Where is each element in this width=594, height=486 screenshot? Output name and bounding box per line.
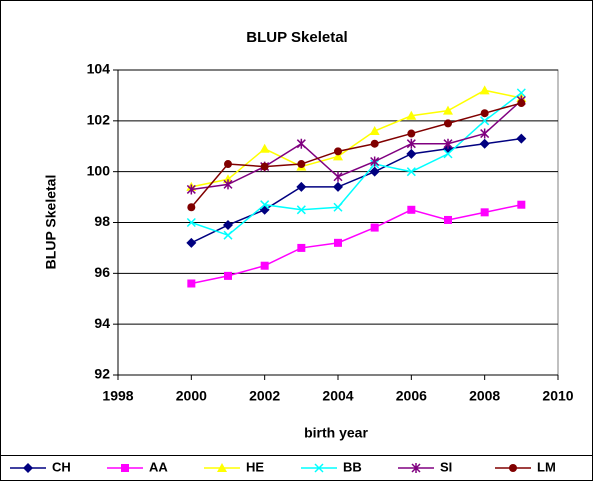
marker [121, 464, 129, 472]
x-tick-label: 2010 [542, 388, 573, 404]
marker [297, 160, 306, 169]
marker [517, 200, 526, 209]
marker [297, 243, 306, 252]
marker [407, 129, 416, 138]
marker [369, 166, 380, 177]
y-tick-label: 104 [87, 61, 111, 77]
marker [23, 463, 33, 473]
y-tick-label: 98 [94, 213, 110, 229]
series-line [191, 89, 522, 188]
marker [314, 463, 324, 473]
marker [444, 119, 452, 128]
marker [224, 160, 232, 169]
y-tick-label: 94 [94, 315, 110, 331]
marker [407, 205, 416, 214]
legend-label: CH [52, 459, 71, 474]
marker [186, 184, 196, 195]
marker [444, 215, 452, 224]
marker [333, 171, 343, 182]
legend-label: LM [537, 459, 556, 474]
chart-title: BLUP Skeletal [246, 29, 347, 46]
marker [333, 181, 343, 192]
marker [480, 208, 489, 217]
x-tick-label: 2008 [469, 388, 500, 404]
marker [480, 109, 489, 118]
marker [479, 85, 490, 95]
x-axis-label: birth year [304, 425, 368, 441]
marker [296, 138, 306, 149]
marker [260, 261, 269, 270]
series-line [190, 102, 522, 208]
y-axis-label: BLUP Skeletal [43, 175, 59, 270]
marker [217, 463, 227, 472]
series-line [191, 137, 522, 244]
marker [443, 105, 453, 115]
x-tick-label: 2002 [249, 388, 280, 404]
marker [516, 133, 527, 144]
marker [186, 237, 197, 248]
marker [186, 217, 196, 228]
marker [406, 138, 416, 149]
y-tick-label: 92 [94, 366, 110, 382]
marker [480, 116, 490, 126]
marker [259, 143, 270, 153]
marker [370, 139, 379, 148]
marker [187, 279, 196, 288]
series-line [191, 99, 522, 191]
marker [223, 220, 233, 231]
legend-label: HE [246, 459, 264, 474]
y-tick-label: 102 [87, 112, 111, 128]
marker [296, 181, 307, 192]
marker [224, 271, 232, 280]
marker [443, 138, 453, 149]
marker [480, 128, 490, 139]
marker [369, 126, 380, 135]
marker [406, 148, 417, 159]
marker [411, 463, 421, 473]
legend [0, 455, 593, 481]
marker [260, 200, 270, 210]
marker [443, 149, 453, 159]
x-tick-label: 1998 [102, 388, 133, 404]
marker [223, 179, 233, 190]
marker [223, 230, 233, 240]
y-tick-label: 96 [94, 264, 110, 280]
marker [333, 202, 343, 212]
marker [333, 151, 343, 161]
marker [370, 223, 379, 232]
x-tick-label: 2000 [176, 388, 207, 404]
series-line [191, 203, 522, 285]
marker [187, 203, 196, 212]
marker [334, 238, 342, 247]
marker [334, 147, 342, 156]
legend-label: AA [149, 459, 168, 474]
marker [517, 99, 526, 108]
series-line [191, 92, 522, 237]
marker [260, 162, 269, 171]
x-tick-label: 2004 [322, 388, 353, 404]
y-tick-label: 100 [87, 162, 111, 178]
x-tick-label: 2006 [396, 388, 427, 404]
marker [296, 205, 306, 215]
marker [370, 156, 380, 167]
legend-label: BB [343, 459, 362, 474]
marker [516, 88, 526, 98]
marker [406, 167, 416, 177]
marker [406, 110, 417, 120]
marker [509, 464, 517, 472]
marker [479, 138, 490, 149]
legend-label: SI [440, 459, 452, 474]
